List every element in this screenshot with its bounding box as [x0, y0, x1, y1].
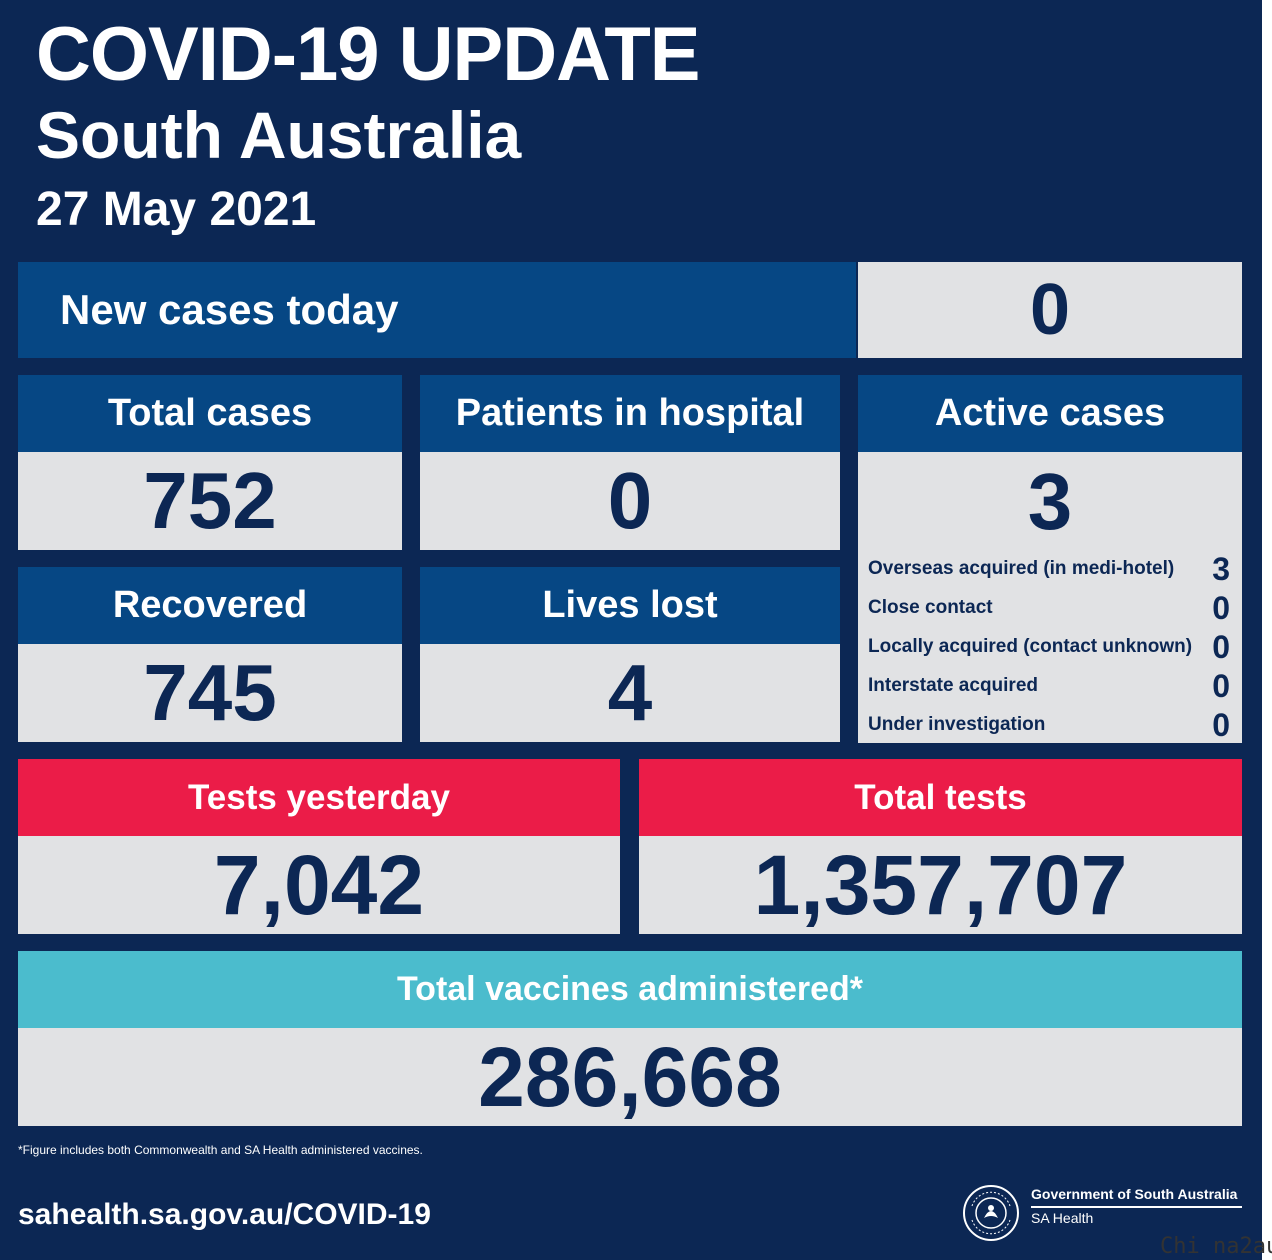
total-cases-label: Total cases [18, 375, 402, 452]
active-cases-value: 3 [858, 452, 1242, 552]
page-title: COVID-19 UPDATE [36, 12, 700, 97]
hospital-value: 0 [420, 452, 840, 550]
new-cases-value: 0 [858, 262, 1242, 358]
hospital-label: Patients in hospital [420, 375, 840, 452]
report-date: 27 May 2021 [36, 183, 317, 236]
footnote: *Figure includes both Commonwealth and S… [18, 1143, 423, 1157]
breakdown-row: Locally acquired (contact unknown) 0 [868, 628, 1230, 666]
breakdown-label: Under investigation [868, 714, 1046, 735]
sa-government-logo-icon [962, 1184, 1020, 1242]
total-tests-value: 1,357,707 [639, 836, 1242, 934]
active-breakdown: Overseas acquired (in medi-hotel) 3 Clos… [858, 550, 1242, 743]
watermark: Chi na2au [1160, 1234, 1272, 1259]
breakdown-label: Interstate acquired [868, 675, 1038, 696]
breakdown-label: Overseas acquired (in medi-hotel) [868, 558, 1175, 579]
breakdown-value: 0 [1212, 628, 1230, 665]
total-cases-value: 752 [18, 452, 402, 550]
recovered-label: Recovered [18, 567, 402, 644]
vaccines-label: Total vaccines administered* [18, 951, 1242, 1028]
total-tests-label: Total tests [639, 759, 1242, 836]
tests-yesterday-value: 7,042 [18, 836, 620, 934]
website-link[interactable]: sahealth.sa.gov.au/COVID-19 [18, 1198, 431, 1231]
new-cases-label: New cases today [18, 262, 856, 358]
department-name: SA Health [1031, 1210, 1094, 1226]
breakdown-value: 0 [1212, 667, 1230, 704]
breakdown-row: Under investigation 0 [868, 706, 1230, 744]
active-cases-label: Active cases [858, 375, 1242, 452]
region-title: South Australia [36, 98, 522, 172]
breakdown-value: 3 [1212, 550, 1230, 587]
government-name: Government of South Australia [1031, 1186, 1238, 1202]
breakdown-value: 0 [1212, 706, 1230, 743]
lives-lost-label: Lives lost [420, 567, 840, 644]
tests-yesterday-label: Tests yesterday [18, 759, 620, 836]
vaccines-value: 286,668 [18, 1028, 1242, 1126]
breakdown-value: 0 [1212, 589, 1230, 626]
recovered-value: 745 [18, 644, 402, 742]
breakdown-row: Interstate acquired 0 [868, 667, 1230, 705]
breakdown-row: Close contact 0 [868, 589, 1230, 627]
lives-lost-value: 4 [420, 644, 840, 742]
breakdown-label: Locally acquired (contact unknown) [868, 636, 1193, 657]
breakdown-row: Overseas acquired (in medi-hotel) 3 [868, 550, 1230, 588]
breakdown-label: Close contact [868, 597, 993, 618]
divider [1031, 1206, 1242, 1208]
